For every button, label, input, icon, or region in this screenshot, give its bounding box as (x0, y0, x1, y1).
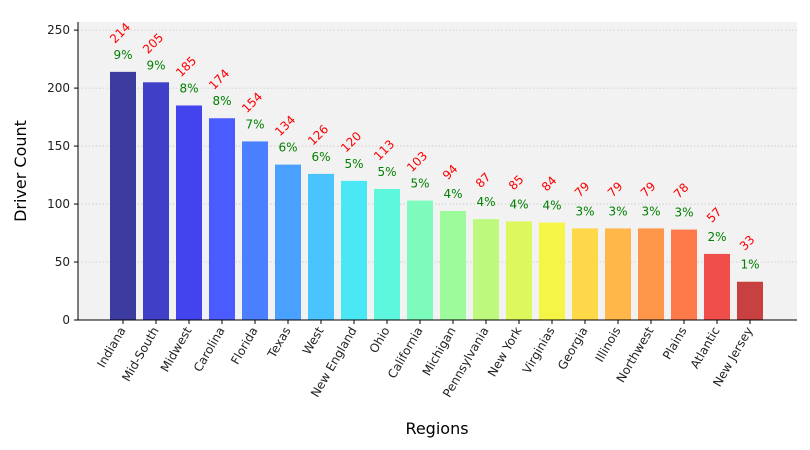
bar (143, 82, 169, 321)
percent-label: 4% (443, 187, 462, 201)
x-tick-label: Virginias (520, 325, 558, 377)
y-tick-label: 250 (47, 23, 70, 37)
bar (605, 228, 631, 320)
bar (539, 222, 565, 320)
y-tick-label: 50 (55, 255, 70, 269)
x-tick-label: Georgia (555, 325, 591, 373)
x-tick-label: West (300, 324, 327, 357)
y-tick-label: 100 (47, 197, 70, 211)
y-ticks: 0 50 100 150 200 250 (47, 23, 78, 327)
x-tick-label: Indiana (94, 325, 128, 370)
bar (341, 180, 367, 320)
percent-label: 8% (212, 94, 231, 108)
bar (176, 105, 202, 320)
percent-label: 4% (476, 195, 495, 209)
percent-label: 8% (179, 81, 198, 95)
percent-label: 6% (278, 141, 297, 155)
bar (308, 173, 334, 320)
bar (506, 221, 532, 320)
bar (374, 188, 400, 320)
percent-label: 9% (146, 58, 165, 72)
x-tick-label: Atlantic (688, 325, 723, 372)
percent-label: 1% (740, 258, 759, 272)
x-tick-label: New York (485, 324, 525, 379)
y-axis-title: Driver Count (11, 120, 30, 222)
x-tick-label: Florida (228, 325, 261, 367)
percent-label: 6% (311, 150, 330, 164)
bars (110, 71, 763, 321)
percent-label: 3% (575, 204, 594, 218)
bar (671, 229, 697, 320)
x-tick-label: Midwest (158, 324, 195, 374)
bar (572, 228, 598, 320)
bar (110, 71, 136, 320)
bar (737, 281, 763, 320)
percent-label: 3% (674, 206, 693, 220)
x-tick-label: Illinois (592, 325, 623, 365)
x-axis-title: Regions (405, 419, 468, 438)
bar (242, 141, 268, 320)
percent-label: 5% (410, 177, 429, 191)
bar (440, 211, 466, 320)
percent-label: 5% (377, 165, 396, 179)
percent-label: 3% (608, 204, 627, 218)
percent-label: 4% (542, 199, 561, 213)
y-tick-label: 200 (47, 81, 70, 95)
percent-labels: 9% 9% 8% 8% 7% 6% 6% 5% 5% 5% 4% 4% 4% 4% 3% 3% 3% 3% 2% 1% (113, 48, 759, 272)
bar (209, 118, 235, 320)
percent-label: 4% (509, 197, 528, 211)
y-tick-label: 0 (62, 313, 70, 327)
percent-label: 3% (641, 204, 660, 218)
bar (473, 219, 499, 320)
x-tick-label: Ohio (367, 325, 393, 356)
bar (407, 200, 433, 320)
bar (638, 228, 664, 320)
bar (275, 164, 301, 320)
x-tick-label: Texas (264, 325, 293, 362)
percent-label: 7% (245, 117, 264, 131)
x-tick-label: Plains (660, 325, 690, 362)
percent-label: 9% (113, 48, 132, 62)
x-tick-label: Carolina (191, 325, 228, 375)
bar (704, 253, 730, 320)
percent-label: 2% (707, 230, 726, 244)
y-tick-label: 150 (47, 139, 70, 153)
percent-label: 5% (344, 157, 363, 171)
